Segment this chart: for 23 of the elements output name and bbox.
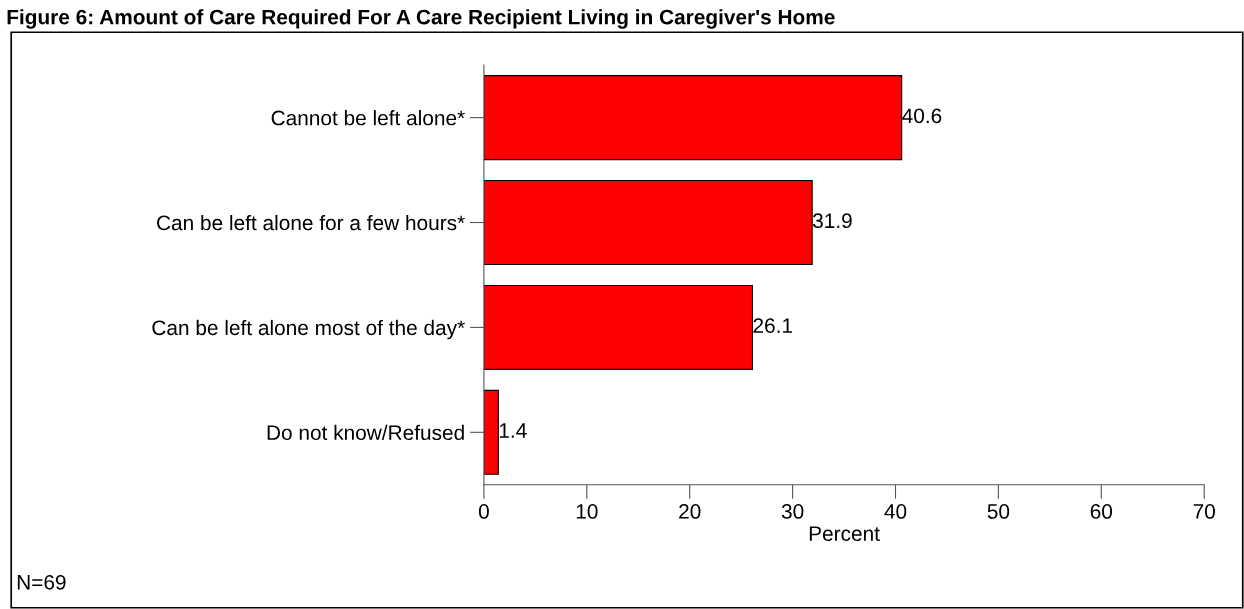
bar — [483, 389, 499, 475]
x-tick-label: 30 — [781, 504, 804, 519]
x-tick-label: 50 — [987, 504, 1010, 519]
bar — [483, 284, 754, 370]
x-tick-label: 20 — [679, 504, 701, 519]
x-tick-label: 70 — [1193, 504, 1215, 519]
bar — [483, 179, 813, 266]
bar — [483, 75, 903, 161]
chart-title: Figure 6: Amount of Care Required For A Care Recipient Living in Caregiver's Home — [7, 9, 835, 29]
y-tick-label: Can be left alone most of the day* — [152, 319, 465, 340]
text: N=69 — [17, 574, 66, 590]
y-tick-label: Can be left alone for a few hours* — [157, 214, 465, 231]
x-tick-label: 0 — [478, 504, 489, 519]
data-label: 40.6 — [902, 108, 942, 124]
y-tick-label: Do not know/Refused — [267, 424, 464, 441]
x-axis-title: Percent — [809, 526, 880, 542]
data-label: 31.9 — [812, 213, 852, 229]
y-tick-label: Cannot be left alone* — [271, 110, 465, 126]
x-tick-label: 10 — [576, 504, 598, 519]
data-label: 1.4 — [499, 423, 527, 438]
data-label: 26.1 — [753, 318, 793, 334]
x-tick-label: 60 — [1090, 504, 1113, 519]
x-tick-label: 40 — [884, 504, 907, 519]
